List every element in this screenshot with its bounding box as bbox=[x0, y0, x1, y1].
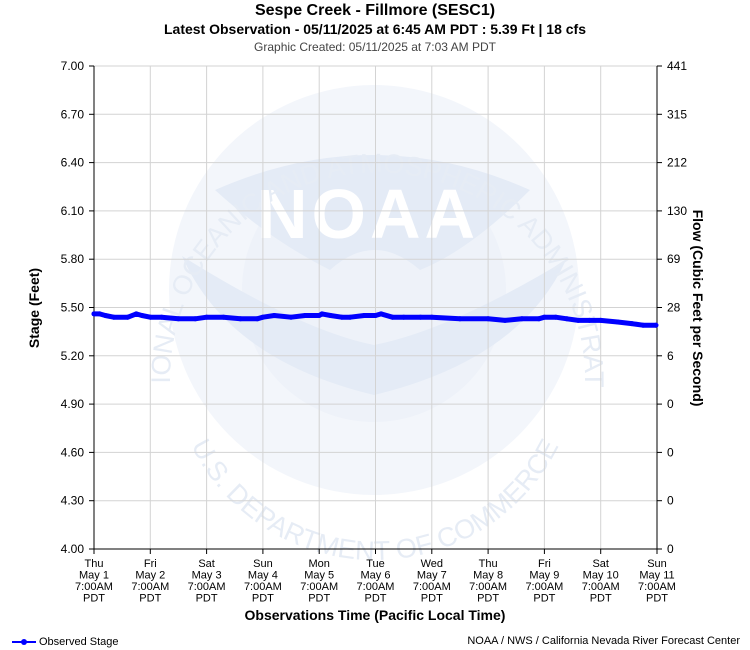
observed-stage-point bbox=[221, 314, 226, 320]
observed-stage-point bbox=[328, 313, 333, 318]
observed-stage-point bbox=[204, 314, 210, 320]
observed-stage-point bbox=[575, 317, 581, 323]
observed-stage-point bbox=[319, 311, 325, 317]
observed-stage-point bbox=[629, 321, 635, 327]
x-tick-label: Mon May 5 7:00AM PDT bbox=[300, 558, 338, 605]
observed-stage-point bbox=[541, 314, 547, 320]
x-tick-label: Fri May 9 7:00AM PDT bbox=[525, 558, 563, 605]
y-right-tick-label: 212 bbox=[667, 156, 687, 170]
y-left-tick-label: 7.00 bbox=[61, 59, 85, 73]
observed-stage-point bbox=[288, 314, 294, 320]
x-tick-label: Fri May 2 7:00AM PDT bbox=[131, 558, 169, 605]
y-right-tick-label: 0 bbox=[667, 542, 674, 556]
observed-stage-line bbox=[91, 311, 659, 328]
y-left-tick-label: 4.30 bbox=[61, 494, 85, 508]
observed-stage-point bbox=[159, 314, 165, 320]
observed-stage-point bbox=[502, 317, 508, 323]
axes: 4.00 0 4.30 0 4.60 0 4.90 0 5.20 6 5.50 28 5.80 69 6.1… bbox=[61, 59, 688, 605]
observed-stage-point bbox=[91, 311, 97, 317]
y-right-tick-label: 6 bbox=[667, 349, 674, 363]
y-left-tick-label: 5.20 bbox=[61, 349, 85, 363]
y-right-tick-label: 315 bbox=[667, 107, 687, 121]
observed-stage-point bbox=[586, 317, 592, 323]
watermark-gull bbox=[215, 155, 530, 270]
observed-stage-point bbox=[254, 316, 260, 322]
observed-stage-point bbox=[519, 316, 525, 322]
y-axis-left-label: Stage (Feet) bbox=[26, 268, 42, 348]
observed-stage-point bbox=[536, 316, 542, 322]
credit-text: NOAA / NWS / California Nevada River For… bbox=[467, 635, 740, 647]
noaa-watermark: NOAA NATIONAL OCEANIC AND ATMOSPHERIC AD… bbox=[0, 0, 609, 566]
legend: Observed Stage bbox=[12, 636, 119, 648]
observed-stage-point bbox=[653, 322, 659, 328]
observed-stage-point bbox=[429, 314, 435, 320]
observed-stage-point bbox=[125, 314, 131, 320]
observed-stage-point bbox=[401, 314, 407, 320]
y-right-tick-label: 130 bbox=[667, 204, 687, 218]
observed-stage-point bbox=[389, 314, 395, 320]
observed-stage-point bbox=[485, 316, 491, 322]
observed-stage-point bbox=[260, 314, 266, 320]
y-left-tick-label: 5.80 bbox=[61, 252, 85, 266]
y-right-tick-label: 0 bbox=[667, 445, 674, 459]
observed-stage-point bbox=[361, 313, 367, 318]
plot-area bbox=[91, 311, 659, 328]
observed-stage-point bbox=[192, 316, 198, 322]
observed-stage-point bbox=[564, 316, 570, 322]
x-axis-label: Observations Time (Pacific Local Time) bbox=[245, 607, 506, 623]
graphic-created-time: Graphic Created: 05/11/2025 at 7:03 AM P… bbox=[254, 40, 496, 54]
y-right-tick-label: 441 bbox=[667, 59, 687, 73]
observed-stage-point bbox=[640, 322, 646, 328]
observed-stage-point bbox=[418, 314, 423, 320]
y-left-tick-label: 6.70 bbox=[61, 107, 85, 121]
y-right-tick-label: 0 bbox=[667, 494, 674, 508]
observed-stage-point bbox=[111, 314, 117, 320]
watermark-wave bbox=[182, 256, 566, 395]
x-tick-label: Tue May 6 7:00AM PDT bbox=[357, 558, 395, 605]
observed-stage-point bbox=[457, 316, 463, 322]
latest-observation: Latest Observation - 05/11/2025 at 6:45 … bbox=[163, 21, 587, 37]
y-left-tick-label: 6.40 bbox=[61, 156, 85, 170]
observed-stage-point bbox=[615, 319, 621, 325]
x-tick-label: Thu May 8 7:00AM PDT bbox=[469, 558, 507, 605]
y-left-tick-label: 4.00 bbox=[61, 542, 85, 556]
x-tick-label: Sat May 10 7:00AM PDT bbox=[582, 558, 620, 605]
x-tick-label: Sun May 11 7:00AM PDT bbox=[638, 558, 676, 605]
observed-stage-point bbox=[102, 313, 108, 318]
observed-stage-point bbox=[237, 316, 243, 322]
watermark-logo-text: NOAA bbox=[257, 175, 479, 253]
x-tick-label: Sat May 3 7:00AM PDT bbox=[188, 558, 226, 605]
observed-stage-point bbox=[598, 317, 604, 323]
observed-stage-point bbox=[302, 313, 308, 318]
y-axis-right-label: Flow (Cubic Feet per Second) bbox=[690, 210, 706, 407]
observed-stage-point bbox=[175, 316, 181, 322]
observed-stage-point bbox=[339, 314, 345, 320]
x-tick-label: Wed May 7 7:00AM PDT bbox=[413, 558, 451, 605]
observed-stage-point bbox=[147, 314, 153, 320]
y-right-tick-label: 0 bbox=[667, 397, 674, 411]
observed-stage-point bbox=[347, 314, 353, 320]
y-left-tick-label: 5.50 bbox=[61, 301, 85, 315]
y-right-tick-label: 69 bbox=[667, 252, 681, 266]
observed-stage-point bbox=[373, 313, 378, 318]
observed-stage-point bbox=[97, 311, 103, 317]
y-left-tick-label: 6.10 bbox=[61, 204, 85, 218]
y-left-tick-label: 4.60 bbox=[61, 445, 85, 459]
legend-swatch bbox=[12, 637, 36, 647]
observed-stage-point bbox=[133, 311, 139, 317]
legend-label: Observed Stage bbox=[39, 636, 119, 648]
chart-title: Sespe Creek - Fillmore (SESC1) bbox=[254, 2, 496, 19]
y-right-tick-label: 28 bbox=[667, 301, 681, 315]
observed-stage-point bbox=[378, 311, 384, 317]
observed-stage-point bbox=[553, 314, 559, 320]
y-left-tick-label: 4.90 bbox=[61, 397, 85, 411]
observed-stage-point bbox=[139, 313, 145, 318]
x-tick-label: Thu May 1 7:00AM PDT bbox=[75, 558, 113, 605]
observed-stage-point bbox=[271, 313, 277, 318]
x-tick-label: Sun May 4 7:00AM PDT bbox=[244, 558, 282, 605]
grid bbox=[93, 65, 658, 550]
